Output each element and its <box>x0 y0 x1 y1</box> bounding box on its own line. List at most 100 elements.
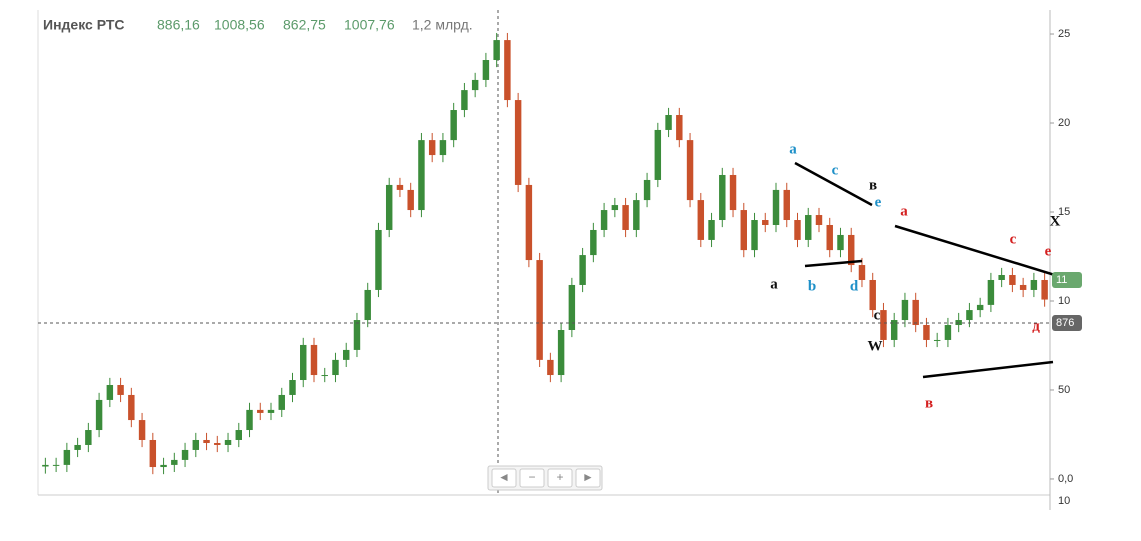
candle-body <box>95 399 103 431</box>
candle-body <box>428 140 436 156</box>
candle-body <box>740 210 747 251</box>
candle-body <box>310 344 318 376</box>
navigator-button-label: ◄ <box>498 470 510 484</box>
candle-body <box>504 40 511 101</box>
candle-body <box>493 40 500 61</box>
candle-body <box>880 310 887 340</box>
candle-body <box>923 325 930 340</box>
trendline <box>894 224 1059 278</box>
candle-body <box>708 220 715 240</box>
navigator-button[interactable] <box>547 468 573 488</box>
candle-body <box>235 430 242 440</box>
candle-body <box>643 179 651 201</box>
y-tick-label: 10 <box>1058 295 1070 307</box>
navigator-button[interactable] <box>519 468 545 488</box>
candle-body <box>375 229 382 290</box>
candle-body <box>719 174 726 221</box>
candle-body <box>138 420 146 440</box>
y-tick-label: 0,0 <box>1058 473 1073 485</box>
candle-body <box>783 189 790 221</box>
candle-body <box>762 220 769 225</box>
candle-body <box>622 205 629 230</box>
quote-open: 886,16 <box>157 17 200 33</box>
candle-body <box>987 279 995 305</box>
wave-label: X <box>1050 213 1061 229</box>
candle-body <box>52 464 60 466</box>
candle-body <box>385 184 393 230</box>
wave-label: d <box>850 278 859 294</box>
candle-body <box>278 394 285 410</box>
candle-body <box>654 129 662 180</box>
candle-body <box>944 325 952 340</box>
candle-body <box>826 224 833 251</box>
navigator-button[interactable] <box>491 468 517 488</box>
wave-label: e <box>875 194 882 210</box>
candle-body <box>772 189 780 225</box>
candle-body <box>160 464 167 468</box>
candle-body <box>676 115 683 141</box>
candle-body <box>514 100 522 185</box>
candle-body <box>171 459 178 465</box>
candle-body <box>450 110 457 141</box>
candle-body <box>579 255 586 285</box>
wave-label: a <box>789 141 797 157</box>
trendline <box>794 161 873 207</box>
candle-body <box>547 359 554 376</box>
candle-body <box>332 359 339 376</box>
candle-body <box>300 344 307 381</box>
candle-body <box>1030 279 1038 290</box>
candle-body <box>966 310 973 321</box>
candle-body <box>149 439 157 468</box>
candle-body <box>633 200 640 230</box>
candle-body <box>837 234 844 251</box>
candle-body <box>343 349 350 360</box>
wave-label: a <box>900 203 908 219</box>
candle-body <box>869 279 876 311</box>
candle-body <box>74 444 81 450</box>
candle-body <box>525 184 533 261</box>
candle-body <box>998 275 1005 280</box>
crosshair-badge <box>1052 315 1082 332</box>
candle-body <box>1019 284 1027 290</box>
candle-body <box>611 205 619 211</box>
candle-body <box>815 215 823 225</box>
wave-label: д <box>1032 318 1040 334</box>
candle-body <box>85 430 92 445</box>
candle-body <box>794 220 801 240</box>
candle-body <box>729 174 737 211</box>
index-name: Индекс РТС <box>43 17 125 33</box>
candle-body <box>590 229 597 256</box>
navigator-button[interactable] <box>575 468 601 488</box>
candle-body <box>933 339 941 341</box>
candle-body <box>976 304 984 311</box>
candle-body <box>407 189 414 211</box>
trendline <box>804 259 863 268</box>
wave-label: c <box>832 162 839 178</box>
wave-label: a <box>770 276 778 292</box>
wave-label: e <box>1045 243 1052 259</box>
candle-body <box>181 449 189 460</box>
navigator-button-label: + <box>556 470 563 484</box>
candle-body <box>364 289 371 321</box>
trendline <box>922 360 1054 379</box>
candle-body <box>439 140 447 156</box>
last-price-label: 11 <box>1056 274 1067 286</box>
candle-body <box>848 234 855 266</box>
y-tick-label: 20 <box>1058 117 1070 129</box>
wave-label: в <box>869 177 877 193</box>
candle-body <box>805 215 812 240</box>
candle-body <box>267 409 275 413</box>
candle-body <box>536 260 543 360</box>
candle-body <box>63 449 71 465</box>
y-tick-label: 25 <box>1058 28 1070 40</box>
quote-high: 1008,56 <box>214 17 265 33</box>
volume-text: 1,2 млрд. <box>412 17 473 33</box>
candle-body <box>289 380 296 395</box>
candle-body <box>42 464 49 467</box>
wave-label: c <box>874 307 881 323</box>
candle-body <box>106 384 114 400</box>
candle-body <box>1041 279 1048 300</box>
candle-body <box>697 200 705 240</box>
candle-body <box>901 299 909 321</box>
